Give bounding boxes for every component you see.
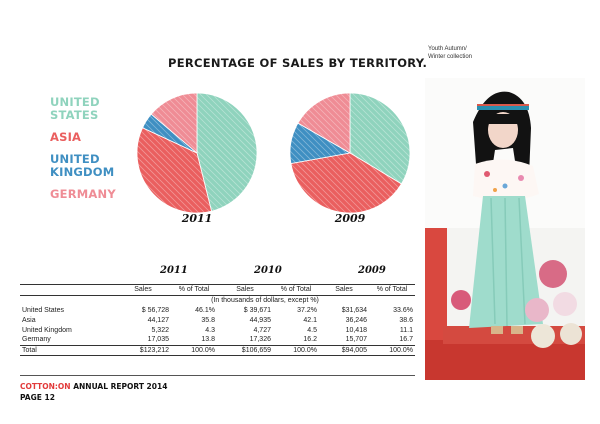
table-cell: 36,246 — [345, 316, 367, 324]
table-cell: 4,727 — [253, 326, 271, 334]
table-cell: 38.6 — [399, 316, 413, 324]
table-note: (In thousands of dollars, except %) — [211, 297, 319, 305]
legend-label: ASIA — [50, 130, 82, 144]
column-header: Sales — [319, 284, 369, 296]
table-cell: $123,212 — [115, 344, 171, 357]
sales-table: Sales % of Total Sales % of Total Sales … — [20, 284, 415, 357]
table-cell: 35.8 — [201, 316, 215, 324]
caption-line: Youth Autumn/ — [428, 46, 467, 52]
legend-item-germany: GERMANY — [50, 188, 116, 201]
report-title: ANNUAL REPORT 2014 — [70, 382, 168, 391]
table-cell: 100.0% — [273, 344, 319, 357]
column-header: % of Total — [171, 284, 217, 296]
pie-slice-asia — [290, 152, 403, 214]
legend-label: UNITED — [50, 152, 100, 166]
legend-label: UNITED — [50, 95, 100, 109]
chart-legend: UNITED STATES ASIA UNITED KINGDOM GERMAN… — [50, 96, 116, 210]
table-cell: 16.7 — [399, 336, 413, 344]
legend-item-united-kingdom: UNITED KINGDOM — [50, 153, 116, 179]
table-cell: 4.3 — [205, 326, 215, 334]
table-year-2011: 2011 — [160, 265, 188, 276]
pie-chart-2011 — [136, 92, 258, 214]
table-header-row: Sales % of Total Sales % of Total Sales … — [20, 284, 415, 296]
table-row: United Kingdom 5,322 4.3 4,727 4.5 10,41… — [20, 325, 415, 335]
table-note-blank — [20, 295, 115, 305]
page-footer: COTTON:ON ANNUAL REPORT 2014 PAGE 12 — [20, 381, 167, 403]
row-label: Asia — [22, 316, 36, 324]
row-label: United States — [22, 306, 65, 314]
table-row: Germany 17,035 13.8 17,326 16.2 15,707 1… — [20, 335, 415, 345]
table-cell: 17,035 — [147, 336, 169, 344]
table-cell: 46.1% — [195, 306, 215, 314]
row-label: Total — [20, 344, 115, 357]
table-cell: 37.2% — [297, 306, 317, 314]
table-cell: 15,707 — [345, 336, 367, 344]
table-cell: 44,127 — [147, 316, 169, 324]
column-header: % of Total — [273, 284, 319, 296]
table-cell: 100.0% — [369, 344, 415, 357]
table-cell: $106,659 — [217, 344, 273, 357]
column-header: Sales — [115, 284, 171, 296]
table-cell: 42.1 — [303, 316, 317, 324]
photo-caption: Youth Autumn/ Winter collection — [428, 46, 508, 61]
legend-label: GERMANY — [50, 187, 116, 201]
pie-slice-united-states — [349, 92, 411, 185]
caption-line: Winter collection — [428, 53, 473, 60]
table-cell: 100.0% — [171, 344, 217, 357]
chart-title-2009: 2009 — [334, 212, 366, 225]
brand-name: COTTON:ON — [20, 382, 71, 391]
page-title: PERCENTAGE OF SALES BY TERRITORY. — [168, 56, 428, 70]
fashion-photo — [425, 78, 585, 380]
footer-divider — [20, 375, 415, 376]
table-cell: $ 39,671 — [243, 306, 271, 314]
legend-item-asia: ASIA — [50, 131, 116, 144]
table-cell: $ 56,728 — [141, 306, 169, 314]
hatch-texture — [290, 93, 410, 213]
chart-title-2011: 2011 — [181, 212, 213, 225]
table-cell: 33.6% — [393, 306, 413, 314]
table-year-2009: 2009 — [358, 265, 386, 276]
table-header-blank — [20, 284, 115, 296]
table-year-2010: 2010 — [254, 265, 282, 276]
column-header: % of Total — [369, 284, 415, 296]
pie-chart-2009 — [289, 92, 411, 214]
table-cell: 5,322 — [151, 326, 169, 334]
table-row: Asia 44,127 35.8 44,935 42.1 36,246 38.6 — [20, 315, 415, 325]
table-cell: $31,634 — [341, 306, 367, 314]
row-label: United Kingdom — [22, 326, 72, 334]
table-cell: 10,418 — [345, 326, 367, 334]
column-header: Sales — [217, 284, 273, 296]
pie-slice-germany — [297, 92, 351, 154]
pie-slice-united-states — [196, 92, 258, 212]
table-cell: 11.1 — [399, 326, 413, 334]
table-cell: 4.5 — [307, 326, 317, 334]
legend-label: STATES — [50, 108, 99, 122]
table-row: United States $ 56,728 46.1% $ 39,671 37… — [20, 306, 415, 316]
table-cell: 13.8 — [201, 336, 215, 344]
table-cell: $94,005 — [319, 344, 369, 357]
table-total-row: Total $123,212 100.0% $106,659 100.0% $9… — [20, 344, 415, 357]
legend-label: KINGDOM — [50, 165, 115, 179]
legend-item-united-states: UNITED STATES — [50, 96, 116, 122]
page-number: PAGE 12 — [20, 393, 55, 402]
pie-slice-asia — [136, 127, 213, 214]
table-cell: 44,935 — [249, 316, 271, 324]
table-cell: 17,326 — [249, 336, 271, 344]
table-note-row: (In thousands of dollars, except %) — [20, 295, 415, 305]
pie-slice-germany — [150, 92, 198, 154]
row-label: Germany — [22, 336, 51, 344]
table-cell: 16.2 — [303, 336, 317, 344]
